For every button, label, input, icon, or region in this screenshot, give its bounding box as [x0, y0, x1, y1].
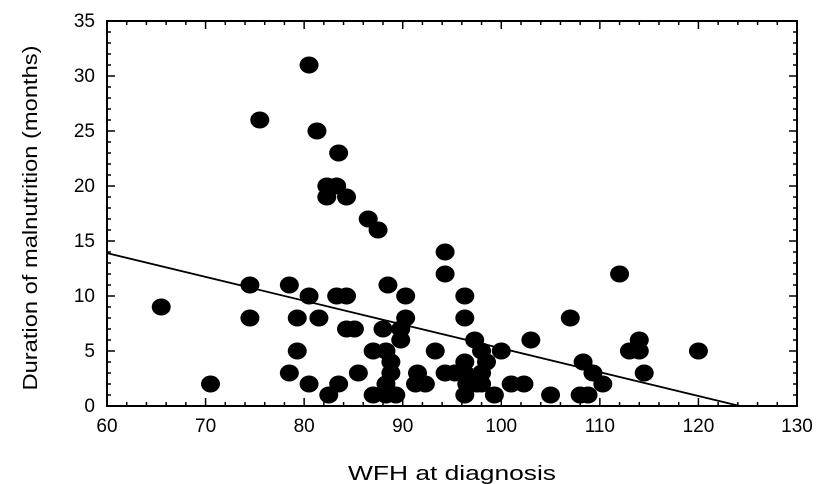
data-point: [299, 375, 319, 393]
data-point: [391, 331, 411, 349]
data-point: [396, 287, 416, 305]
data-point: [329, 375, 349, 393]
data-point: [688, 342, 708, 360]
data-point: [578, 386, 598, 404]
data-point: [287, 342, 307, 360]
y-tick-label: 5: [84, 341, 95, 362]
data-point: [348, 364, 368, 382]
data-point: [299, 56, 319, 74]
data-point: [593, 375, 613, 393]
trend-line: [106, 252, 741, 407]
data-point: [560, 309, 580, 327]
y-tick-label: 15: [74, 231, 95, 252]
plot-frame: [106, 20, 798, 407]
data-point: [435, 243, 455, 261]
data-point: [455, 287, 475, 305]
x-tick-label: 130: [781, 416, 813, 437]
data-point: [373, 320, 393, 338]
data-point: [309, 309, 329, 327]
data-point: [435, 265, 455, 283]
y-tick-label: 20: [74, 176, 95, 197]
data-point: [151, 298, 171, 316]
y-axis-title: Duration of malnutrition (months): [20, 46, 42, 391]
data-point: [201, 375, 220, 393]
y-tick-label: 30: [74, 66, 95, 87]
data-point: [329, 144, 349, 162]
trend-layer: [106, 252, 741, 407]
data-point: [240, 309, 260, 327]
data-point: [250, 111, 270, 129]
data-point: [344, 320, 364, 338]
data-point: [279, 276, 299, 294]
data-point: [425, 342, 445, 360]
data-point: [521, 331, 541, 349]
data-point: [477, 353, 496, 371]
data-point: [240, 276, 260, 294]
x-tick-label: 60: [96, 416, 117, 437]
tick-labels-layer: 60 70 80 90 100 110 120 130 0 5 10 15 20 25 30 35: [74, 11, 813, 437]
data-point: [472, 375, 492, 393]
data-point: [386, 386, 406, 404]
y-tick-label: 25: [74, 121, 95, 142]
data-point: [307, 122, 327, 140]
data-point: [484, 386, 504, 404]
y-tick-label: 10: [74, 286, 95, 307]
plot-border: [106, 20, 798, 407]
data-point: [629, 342, 649, 360]
data-point: [491, 342, 511, 360]
y-tick-label: 0: [84, 396, 95, 417]
ticks-layer: [106, 20, 798, 407]
data-point: [396, 309, 416, 327]
x-tick-label: 120: [683, 416, 715, 437]
data-point: [378, 276, 398, 294]
data-point: [415, 375, 435, 393]
data-point: [279, 364, 299, 382]
x-tick-label: 100: [485, 416, 517, 437]
data-point: [634, 364, 654, 382]
x-tick-label: 110: [585, 416, 615, 437]
data-point: [541, 386, 561, 404]
data-point: [337, 287, 357, 305]
x-tick-label: 70: [195, 416, 216, 437]
data-point: [514, 375, 534, 393]
y-tick-label: 35: [74, 11, 95, 32]
points-layer: [151, 56, 708, 404]
x-axis-title: WFH at diagnosis: [348, 463, 556, 484]
data-point: [381, 364, 401, 382]
data-point: [287, 309, 307, 327]
x-tick-label: 90: [392, 416, 413, 437]
data-point: [610, 265, 630, 283]
data-point: [337, 188, 357, 206]
data-point: [455, 309, 475, 327]
x-tick-label: 80: [294, 416, 315, 437]
data-point: [368, 221, 388, 239]
